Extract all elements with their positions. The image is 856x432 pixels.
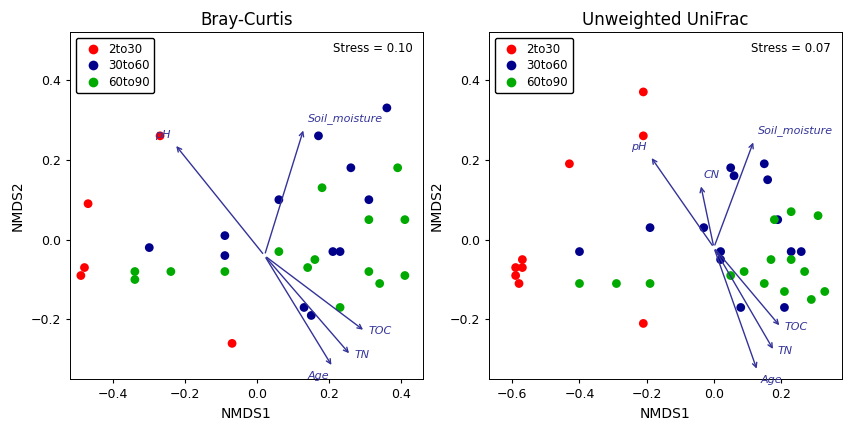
Point bbox=[218, 268, 232, 275]
Point bbox=[771, 216, 785, 223]
Point bbox=[734, 304, 747, 311]
Point bbox=[78, 264, 92, 271]
Point bbox=[637, 89, 651, 95]
Point bbox=[609, 280, 623, 287]
Point bbox=[784, 248, 798, 255]
Point bbox=[272, 196, 286, 203]
Point bbox=[391, 164, 405, 171]
Point bbox=[643, 224, 657, 231]
Text: Soil_moisture: Soil_moisture bbox=[307, 113, 383, 124]
Point bbox=[798, 268, 811, 275]
Point bbox=[573, 280, 586, 287]
Point bbox=[74, 272, 87, 279]
Text: CN: CN bbox=[704, 170, 720, 180]
Point bbox=[515, 256, 529, 263]
Text: Stress = 0.07: Stress = 0.07 bbox=[752, 42, 831, 55]
Point bbox=[218, 252, 232, 259]
Point bbox=[308, 256, 322, 263]
Point bbox=[761, 176, 775, 183]
Text: TN: TN bbox=[778, 346, 793, 356]
Point bbox=[305, 312, 318, 319]
Point bbox=[128, 268, 142, 275]
Point bbox=[637, 320, 651, 327]
Point bbox=[818, 288, 832, 295]
Point bbox=[362, 196, 376, 203]
Text: pH: pH bbox=[156, 130, 171, 140]
Text: Age: Age bbox=[761, 375, 782, 385]
Point bbox=[362, 268, 376, 275]
Point bbox=[297, 304, 311, 311]
X-axis label: NMDS1: NMDS1 bbox=[221, 407, 272, 421]
Point bbox=[724, 164, 738, 171]
Point bbox=[362, 216, 376, 223]
Text: Stress = 0.10: Stress = 0.10 bbox=[332, 42, 413, 55]
Point bbox=[794, 248, 808, 255]
Point bbox=[784, 256, 798, 263]
X-axis label: NMDS1: NMDS1 bbox=[639, 407, 691, 421]
Point bbox=[315, 184, 329, 191]
Point bbox=[697, 224, 710, 231]
Text: TOC: TOC bbox=[784, 322, 808, 332]
Point bbox=[398, 272, 412, 279]
Point bbox=[508, 272, 522, 279]
Point bbox=[508, 264, 522, 271]
Point bbox=[562, 160, 576, 167]
Point bbox=[811, 212, 825, 219]
Point bbox=[300, 264, 314, 271]
Text: pH: pH bbox=[631, 142, 646, 152]
Point bbox=[764, 256, 778, 263]
Point bbox=[344, 164, 358, 171]
Point bbox=[398, 216, 412, 223]
Legend: 2to30, 30to60, 60to90: 2to30, 30to60, 60to90 bbox=[495, 38, 573, 93]
Point bbox=[333, 304, 347, 311]
Text: Age: Age bbox=[307, 372, 330, 381]
Point bbox=[728, 172, 741, 179]
Point bbox=[312, 132, 325, 139]
Point bbox=[153, 132, 167, 139]
Point bbox=[272, 248, 286, 255]
Point bbox=[784, 208, 798, 215]
Point bbox=[373, 280, 387, 287]
Point bbox=[637, 132, 651, 139]
Point bbox=[225, 340, 239, 347]
Title: Unweighted UniFrac: Unweighted UniFrac bbox=[582, 11, 748, 29]
Y-axis label: NMDS2: NMDS2 bbox=[11, 181, 25, 231]
Text: TOC: TOC bbox=[369, 327, 392, 337]
Point bbox=[128, 276, 142, 283]
Text: TN: TN bbox=[354, 350, 370, 360]
Point bbox=[164, 268, 178, 275]
Point bbox=[326, 248, 340, 255]
Point bbox=[724, 272, 738, 279]
Point bbox=[768, 216, 782, 223]
Point bbox=[218, 232, 232, 239]
Point bbox=[515, 264, 529, 271]
Point bbox=[380, 105, 394, 111]
Point bbox=[142, 244, 156, 251]
Point bbox=[737, 268, 751, 275]
Point bbox=[643, 280, 657, 287]
Point bbox=[777, 288, 791, 295]
Point bbox=[714, 248, 728, 255]
Point bbox=[777, 304, 791, 311]
Point bbox=[758, 160, 771, 167]
Point bbox=[333, 248, 347, 255]
Point bbox=[805, 296, 818, 303]
Point bbox=[573, 248, 586, 255]
Y-axis label: NMDS2: NMDS2 bbox=[430, 181, 443, 231]
Point bbox=[512, 280, 526, 287]
Point bbox=[758, 280, 771, 287]
Point bbox=[714, 256, 728, 263]
Legend: 2to30, 30to60, 60to90: 2to30, 30to60, 60to90 bbox=[76, 38, 154, 93]
Title: Bray-Curtis: Bray-Curtis bbox=[200, 11, 293, 29]
Text: Soil_moisture: Soil_moisture bbox=[758, 125, 833, 136]
Point bbox=[81, 200, 95, 207]
